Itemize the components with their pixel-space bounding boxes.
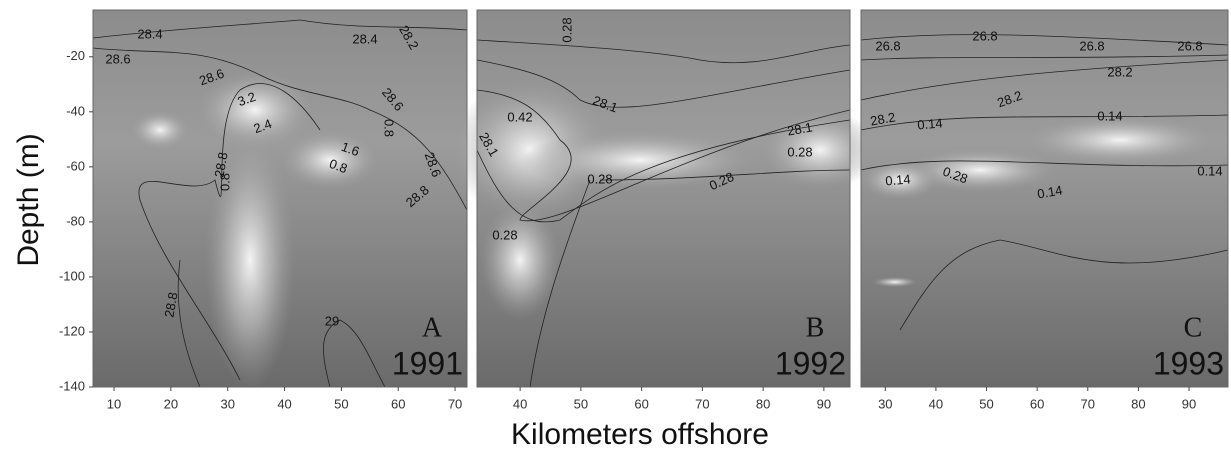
contour-label: 0.28	[492, 227, 517, 242]
contour-line	[92, 19, 468, 39]
contour-line	[599, 169, 851, 181]
contour-line	[476, 59, 851, 108]
contour-line	[860, 59, 1229, 101]
x-tick-label: 40	[929, 396, 943, 411]
contour-line	[529, 179, 591, 388]
contour-line	[860, 34, 1229, 46]
contour-label: 28.6	[105, 51, 130, 66]
contour-label: 0.14	[1097, 108, 1122, 123]
y-tick-label: -100	[59, 268, 85, 283]
panel: 28.428.628.628.4 28.23.22.428.60.81.60.82…	[92, 9, 468, 390]
contour-label: 0.8	[327, 156, 349, 176]
bright-region	[130, 110, 190, 150]
x-tick-label: 50	[979, 396, 993, 411]
panel-year: 1991	[392, 345, 463, 381]
x-tick-label: 20	[164, 396, 178, 411]
contour-label: 26.8	[875, 38, 900, 53]
contour-label: 29	[325, 313, 339, 328]
contour-label: 26.8	[1177, 38, 1202, 53]
contour-label: 28.8	[211, 151, 230, 179]
contour-label: 0.28	[587, 171, 612, 186]
contour-label: 26.8	[1079, 38, 1104, 53]
contour-label: 0.14	[885, 171, 912, 188]
panel-frame	[476, 9, 851, 388]
x-tick-label: 10	[107, 396, 121, 411]
bright-region	[280, 130, 380, 190]
x-tick-label: 60	[1030, 396, 1044, 411]
panel-year: 1993	[1153, 345, 1224, 381]
y-tick-label: -20	[66, 48, 85, 63]
contour-label: 28.8	[161, 291, 180, 319]
x-tick-label: 30	[220, 396, 234, 411]
contour-line	[860, 160, 1229, 171]
contour-label: 2.4	[252, 116, 274, 136]
bright-region	[520, 130, 760, 190]
x-tick-label: 70	[448, 396, 462, 411]
contour-line	[476, 119, 851, 223]
x-tick-label: 90	[1182, 396, 1196, 411]
contour-label: 0.8	[382, 119, 397, 137]
contour-label: 0.14	[1036, 182, 1064, 201]
contour-line	[476, 89, 851, 222]
panel-frame	[92, 9, 468, 388]
x-tick-label: 40	[513, 396, 527, 411]
contour-label: 3.2	[236, 89, 258, 109]
contour-label: 0.42	[507, 109, 532, 124]
bright-region	[873, 277, 917, 287]
x-axis-label: Kilometers offshore	[511, 418, 769, 451]
contour-label: 0.14	[917, 115, 944, 132]
bright-region	[205, 130, 295, 390]
y-tick-label: -80	[66, 213, 85, 228]
contour-label: 1.6	[339, 139, 361, 159]
y-tick-label: -40	[66, 103, 85, 118]
contour-label: 28.1	[786, 119, 814, 138]
bright-region	[480, 200, 560, 320]
x-tick-label: 90	[817, 396, 831, 411]
contour-line	[323, 319, 386, 388]
x-tick-label: 50	[574, 396, 588, 411]
x-tick-label: 60	[391, 396, 405, 411]
panel-letter: C	[1184, 312, 1203, 343]
x-tick-label: 80	[756, 396, 770, 411]
contour-label: 28.4	[137, 26, 162, 41]
contour-line	[860, 114, 1229, 131]
contour-line	[476, 39, 851, 64]
contour-line	[138, 83, 321, 381]
y-axis-label: Depth (m)	[12, 133, 45, 266]
y-tick-label: -120	[59, 323, 85, 338]
contour-line	[177, 259, 201, 388]
y-tick-label: -140	[59, 378, 85, 393]
bright-region	[860, 160, 940, 200]
bright-region	[1020, 115, 1220, 165]
panel-letter: B	[806, 312, 825, 343]
x-tick-label: 70	[695, 396, 709, 411]
x-tick-label: 60	[634, 396, 648, 411]
panel-year: 1992	[775, 345, 846, 381]
contour-label: 28.2	[869, 109, 897, 128]
bright-region	[900, 148, 1060, 192]
panel-letter: A	[422, 312, 443, 343]
contour-label: 0.28	[787, 144, 812, 159]
panel: 26.826.826.8 26.828.228.228.2 0.14 0.140.14…	[860, 9, 1229, 388]
contour-line	[92, 47, 468, 211]
y-tick-label: -60	[66, 158, 85, 173]
x-tick-label: 40	[277, 396, 291, 411]
x-tick-label: 70	[1081, 396, 1095, 411]
x-tick-label: 30	[878, 396, 892, 411]
contour-label: 26.8	[972, 28, 997, 43]
contour-label: 0.8	[217, 173, 232, 191]
contour-label: 28.4	[352, 31, 377, 46]
contour-line	[899, 239, 1229, 331]
contour-label: 28.2	[1107, 64, 1132, 79]
x-tick-label: 50	[334, 396, 348, 411]
contour-label: 0.28	[559, 17, 574, 42]
contour-label: 0.14	[1197, 163, 1222, 178]
panel-frame	[860, 9, 1229, 388]
contour-line	[860, 54, 1229, 61]
x-tick-label: 80	[1131, 396, 1145, 411]
